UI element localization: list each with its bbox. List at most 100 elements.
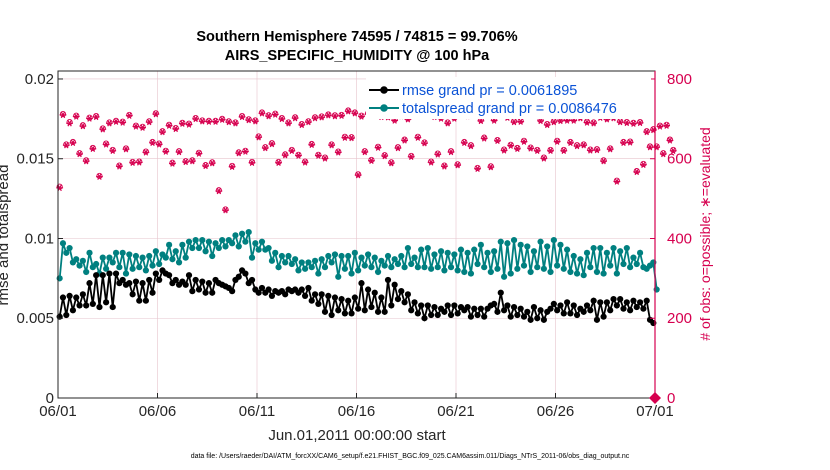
obs-evaluated-point [288, 147, 296, 155]
obs-evaluated-point [487, 163, 495, 171]
spread-point [136, 264, 143, 271]
obs-possible-point [520, 137, 528, 144]
spread-point [315, 270, 322, 277]
obs-possible-point [229, 162, 236, 169]
obs-possible-point [159, 128, 166, 135]
obs-evaluated-point [212, 118, 219, 125]
obs-evaluated-point [560, 147, 568, 155]
rmse-point [494, 308, 501, 315]
obs-possible-point [600, 157, 607, 164]
obs-possible-point [666, 136, 673, 143]
rmse-point [371, 289, 378, 296]
rmse-point [76, 302, 83, 309]
obs-possible-point [613, 177, 620, 184]
obs-possible-point [109, 146, 116, 154]
rmse-point [209, 289, 216, 296]
obs-evaluated-point [527, 145, 535, 152]
obs-possible-point [136, 158, 143, 165]
obs-evaluated-point [341, 134, 349, 141]
obs-evaluated-point [188, 157, 196, 165]
rmse-point [623, 299, 630, 306]
obs-evaluated-point [278, 115, 286, 123]
spread-point [441, 267, 448, 274]
obs-possible-point [63, 141, 70, 148]
obs-possible-point [146, 118, 153, 125]
spread-point [232, 232, 239, 239]
obs-evaluated-point [533, 147, 541, 155]
obs-possible-point [142, 148, 149, 155]
obs-possible-point [73, 112, 80, 119]
obs-evaluated-point [76, 150, 83, 158]
spread-point [258, 238, 266, 245]
rmse-point [391, 281, 398, 288]
obs-evaluated-point [222, 206, 229, 214]
spread-point [63, 249, 70, 256]
spread-point [381, 262, 388, 269]
obs-evaluated-point [241, 148, 249, 155]
spread-point [524, 243, 531, 250]
chart-subtitle: AIRS_SPECIFIC_HUMIDITY @ 100 hPa [225, 48, 490, 64]
obs-evaluated-point [520, 138, 528, 145]
obs-possible-point [607, 145, 614, 152]
spread-point [209, 252, 216, 260]
obs-evaluated-point [235, 149, 243, 157]
obs-evaluated-point [623, 119, 631, 127]
obs-evaluated-point [298, 121, 306, 129]
rmse-point [428, 311, 435, 319]
obs-possible-point [414, 133, 421, 140]
obs-possible-point [467, 142, 474, 149]
y-tick-label: 0.01 [25, 230, 54, 247]
obs-evaluated-point [460, 139, 468, 147]
obs-evaluated-point [238, 113, 246, 121]
obs-evaluated-point [251, 117, 259, 125]
spread-point [384, 252, 392, 260]
spread-point [122, 270, 130, 277]
obs-possible-point [656, 122, 664, 129]
spread-point [497, 238, 504, 245]
obs-evaluated-point [192, 115, 200, 123]
obs-possible-point [272, 110, 279, 117]
spread-point [102, 265, 110, 272]
rmse-point [99, 272, 106, 279]
obs-possible-point [189, 157, 196, 164]
rmse-point [318, 291, 325, 298]
obs-evaluated-point [394, 144, 402, 152]
obs-evaluated-point [122, 145, 130, 153]
obs-possible-point [149, 138, 156, 146]
rmse-point [106, 270, 113, 277]
obs-evaluated-point [268, 140, 276, 148]
legend: rmse grand pr = 0.0061895 totalspread gr… [366, 77, 651, 119]
obs-evaluated-point [172, 125, 180, 133]
rmse-point [471, 305, 478, 312]
rmse-point [540, 316, 547, 323]
spread-point [474, 260, 481, 268]
rmse-point [630, 297, 637, 304]
y-right-tick-label: 0 [667, 390, 675, 407]
y-axis-label-right: # of obs: o=possible; ∗=evaluated [697, 127, 713, 340]
obs-possible-point [663, 121, 670, 128]
spread-point [610, 244, 617, 252]
obs-possible-point [554, 137, 561, 144]
rmse-point [199, 278, 206, 285]
spread-point [182, 254, 189, 261]
rmse-point [520, 313, 528, 320]
obs-evaluated-point [66, 119, 74, 127]
obs-possible-point [129, 158, 136, 165]
spread-point [580, 272, 587, 279]
obs-evaluated-point [444, 119, 452, 127]
obs-possible-point [139, 123, 146, 130]
obs-evaluated-point [291, 114, 299, 122]
obs-evaluated-point [407, 153, 415, 160]
obs-possible-point [633, 168, 640, 175]
obs-possible-point [590, 119, 597, 126]
obs-evaluated-point [656, 123, 664, 130]
spread-point [112, 249, 120, 256]
spread-point [311, 257, 319, 264]
obs-possible-point [650, 126, 657, 133]
obs-possible-point [670, 146, 677, 154]
obs-possible-point [152, 110, 159, 117]
obs-possible-point [544, 120, 551, 128]
obs-possible-point [481, 134, 488, 141]
obs-possible-point [79, 122, 86, 129]
obs-possible-point [421, 139, 428, 146]
